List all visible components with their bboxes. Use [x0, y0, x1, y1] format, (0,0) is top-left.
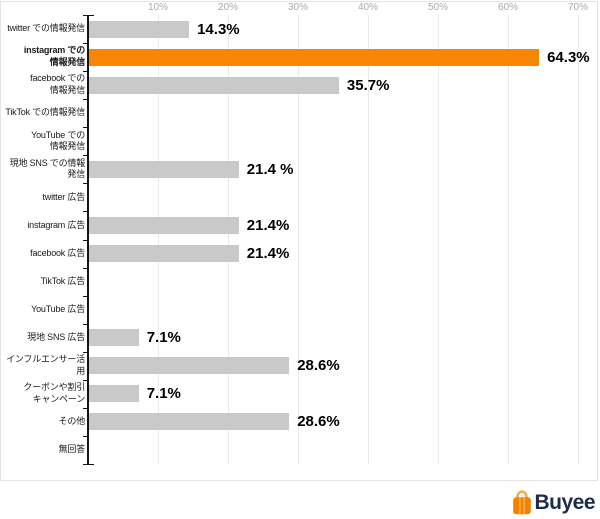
category-label: twitter での情報発信 [7, 23, 85, 34]
axis-tick [83, 155, 89, 157]
chart-row: 7.1% [89, 380, 594, 408]
axis-tick [83, 183, 89, 185]
axis-tick [83, 127, 89, 129]
value-label: 7.1% [146, 385, 181, 403]
x-tick-label: 20% [217, 2, 239, 13]
axis-tick [83, 15, 94, 16]
category-label: facebook 広告 [30, 247, 85, 258]
gridline [578, 15, 579, 464]
chart-row: 14.3% [89, 15, 594, 43]
chart-row [89, 99, 594, 127]
x-tick-label: 50% [427, 2, 449, 13]
bar [89, 76, 339, 94]
value-label: 21.4% [246, 216, 290, 234]
x-tick-label: 30% [287, 2, 309, 13]
bar [89, 160, 239, 178]
category-label: 無回答 [58, 444, 86, 455]
bar [89, 216, 239, 234]
plot-area: 10% 20% 30% 40% 50% 60% 70% twitter での情報発信 inst… [0, 1, 598, 481]
chart-row: 21.4% [89, 240, 594, 268]
value-label: 35.7% [346, 76, 390, 94]
buyee-logo: Buyee [512, 489, 595, 515]
axis-tick [83, 99, 89, 101]
gridline [158, 15, 159, 464]
gridline [368, 15, 369, 464]
chart-row [89, 268, 594, 296]
bar [89, 48, 540, 66]
category-label: 現地 SNS 広告 [27, 331, 85, 342]
axis-tick [83, 379, 89, 381]
x-tick-label: 40% [357, 2, 379, 13]
shopping-bag-icon [512, 489, 532, 515]
axis-tick [83, 407, 89, 409]
axis-tick [83, 267, 89, 269]
chart-row [89, 296, 594, 324]
axis-tick [83, 435, 89, 437]
bar [89, 357, 290, 375]
buyee-wordmark: Buyee [534, 490, 595, 514]
x-tick-label: 70% [567, 2, 589, 13]
category-label: 現地 SNS での情報発信 [9, 157, 86, 180]
chart-row [89, 436, 594, 464]
value-label: 7.1% [146, 329, 181, 347]
chart-row: 28.6% [89, 408, 594, 436]
x-tick-label: 10% [147, 2, 169, 13]
bar [89, 245, 239, 263]
gridline [508, 15, 509, 464]
chart-row [89, 183, 594, 211]
chart-row: 35.7% [89, 71, 594, 99]
axis-tick [83, 43, 89, 45]
category-label: twitter 広告 [42, 191, 85, 202]
axis-tick [83, 323, 89, 325]
value-label: 28.6% [297, 357, 340, 375]
axis-tick [83, 295, 89, 297]
bar [89, 329, 139, 347]
gridline [438, 15, 439, 464]
value-label: 64.3% [547, 48, 590, 66]
category-label: instagram での 情報発信 [23, 45, 85, 68]
axis-tick [83, 351, 89, 353]
value-label: 21.4% [246, 245, 290, 263]
category-label: TikTok 広告 [40, 275, 86, 286]
category-label: facebook での 情報発信 [30, 73, 85, 96]
axis-tick [83, 239, 89, 241]
bar [89, 20, 190, 38]
value-label: 21.4 % [246, 160, 294, 178]
chart-row [89, 127, 594, 155]
chart-row: 21.4 % [89, 155, 594, 183]
chart-row: 7.1% [89, 324, 594, 352]
axis-tick [83, 464, 94, 465]
value-label: 14.3% [197, 20, 240, 38]
x-tick-label: 60% [497, 2, 519, 13]
chart-row: 28.6% [89, 352, 594, 380]
chart-row: 64.3% [89, 43, 594, 71]
bar [89, 385, 139, 403]
category-label: その他 [58, 416, 86, 427]
value-label: 28.6% [297, 413, 340, 431]
axis-tick [83, 211, 89, 213]
gridline [228, 15, 229, 464]
category-label: クーポンや割引 キャンペーン [23, 382, 85, 404]
category-label: instagram 広告 [27, 219, 85, 230]
chart-row: 21.4% [89, 211, 594, 239]
bar [89, 413, 290, 431]
gridline [298, 15, 299, 464]
category-label: YouTube 広告 [31, 303, 85, 314]
category-label: インフルエンサー活用 [6, 354, 85, 376]
category-label: TikTok での情報発信 [5, 107, 85, 118]
axis-tick [83, 71, 89, 73]
category-label: YouTube での 情報発信 [31, 129, 85, 152]
